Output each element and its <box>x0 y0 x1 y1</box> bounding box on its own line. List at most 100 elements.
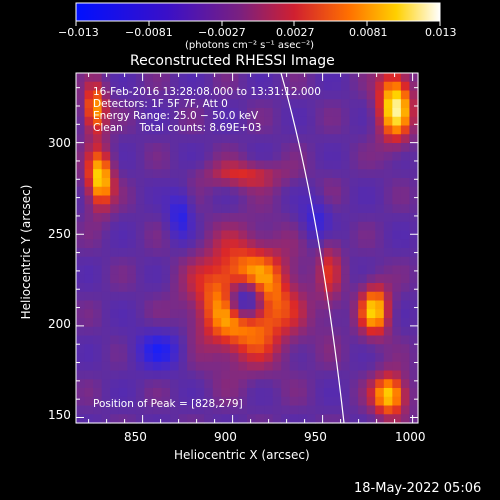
heatmap-cell <box>315 178 325 188</box>
heatmap-cell <box>152 81 163 92</box>
heatmap-cell <box>187 143 197 153</box>
heatmap-cell <box>187 108 197 118</box>
heatmap-cell <box>118 326 128 337</box>
heatmap-cell <box>349 151 359 162</box>
heatmap-cell <box>187 151 197 162</box>
heatmap-cell <box>392 361 402 372</box>
heatmap-cell <box>238 195 248 205</box>
heatmap-cell <box>93 116 103 127</box>
heatmap-cell <box>178 151 188 162</box>
heatmap-cell <box>204 256 214 267</box>
heatmap-cell <box>178 361 188 372</box>
heatmap-cell <box>358 230 368 240</box>
heatmap-cell <box>247 318 257 328</box>
heatmap-cell <box>409 151 419 162</box>
heatmap-cell <box>178 344 188 354</box>
heatmap-cell <box>272 178 282 188</box>
heatmap-cell <box>306 344 316 354</box>
heatmap-cell <box>110 370 120 380</box>
heatmap-cell <box>366 204 376 214</box>
heatmap-cell <box>400 265 411 275</box>
heatmap-cell <box>178 169 188 179</box>
heatmap-cell <box>76 73 86 83</box>
heatmap-cell <box>400 186 411 197</box>
heatmap-cell <box>366 90 376 100</box>
heatmap-cell <box>281 318 291 328</box>
heatmap-cell <box>289 178 299 188</box>
heatmap-cell <box>170 195 180 205</box>
heatmap-cell <box>195 283 205 293</box>
heatmap-cell <box>306 90 316 100</box>
heatmap-cell <box>84 73 94 83</box>
heatmap-cell <box>281 396 291 407</box>
heatmap-cell <box>238 213 248 223</box>
heatmap-cell <box>366 265 376 275</box>
heatmap-cell <box>392 169 402 179</box>
heatmap-cell <box>221 291 231 302</box>
heatmap-cell <box>195 248 205 258</box>
info-time-range: 16-Feb-2016 13:28:08.000 to 13:31:12.000 <box>93 86 321 98</box>
heatmap-cell <box>341 344 351 354</box>
heatmap-cell <box>358 99 368 109</box>
heatmap-cell <box>383 151 393 162</box>
heatmap-cell <box>135 300 145 310</box>
heatmap-cell <box>187 265 197 275</box>
heatmap-cell <box>110 361 120 372</box>
heatmap-cell <box>289 326 299 337</box>
heatmap-cell <box>93 361 103 372</box>
heatmap-cell <box>161 81 171 92</box>
heatmap-cell <box>195 151 205 162</box>
heatmap-cell <box>204 353 214 363</box>
heatmap-cell <box>349 239 359 249</box>
info-detectors: Detectors: 1F 5F 7F, Att 0 <box>93 98 228 110</box>
heatmap-cell <box>127 73 137 83</box>
heatmap-cell <box>306 99 316 109</box>
heatmap-cell <box>135 221 145 232</box>
heatmap-cell <box>170 230 180 240</box>
heatmap-cell <box>247 361 257 372</box>
heatmap-cell <box>383 143 393 153</box>
heatmap-cell <box>152 230 163 240</box>
heatmap-cell <box>161 134 171 144</box>
heatmap-cell <box>349 169 359 179</box>
heatmap-cell <box>272 309 282 319</box>
heatmap-cell <box>144 396 154 407</box>
heatmap-cell <box>195 361 205 372</box>
heatmap-cell <box>204 379 214 389</box>
heatmap-cell <box>332 178 342 188</box>
heatmap-cell <box>229 90 240 100</box>
heatmap-cell <box>358 204 368 214</box>
x-tick-label: 1000 <box>395 430 426 444</box>
heatmap-cell <box>195 335 205 345</box>
heatmap-cell <box>93 143 103 153</box>
heatmap-cell <box>349 186 359 197</box>
heatmap-cell <box>264 309 274 319</box>
heatmap-cell <box>152 169 163 179</box>
heatmap-cell <box>392 221 402 232</box>
heatmap-cell <box>110 414 120 424</box>
heatmap-cell <box>332 134 342 144</box>
heatmap-cell <box>400 361 411 372</box>
heatmap-cell <box>76 379 86 389</box>
heatmap-cell <box>127 125 137 135</box>
heatmap-cell <box>161 116 171 127</box>
heatmap-cell <box>212 125 222 135</box>
heatmap-cell <box>238 248 248 258</box>
heatmap-cell <box>110 344 120 354</box>
heatmap-cell <box>127 283 137 293</box>
heatmap-cell <box>409 90 419 100</box>
heatmap-cell <box>332 379 342 389</box>
heatmap-cell <box>152 108 163 118</box>
heatmap-cell <box>264 256 274 267</box>
heatmap-cell <box>315 274 325 284</box>
heatmap-cell <box>400 388 411 398</box>
heatmap-cell <box>264 186 274 197</box>
heatmap-cell <box>289 160 299 170</box>
heatmap-cell <box>315 318 325 328</box>
heatmap-cell <box>264 160 274 170</box>
heatmap-cell <box>306 256 316 267</box>
heatmap-cell <box>187 134 197 144</box>
heatmap-cell <box>349 108 359 118</box>
heatmap-cell <box>315 370 325 380</box>
heatmap-cell <box>341 361 351 372</box>
